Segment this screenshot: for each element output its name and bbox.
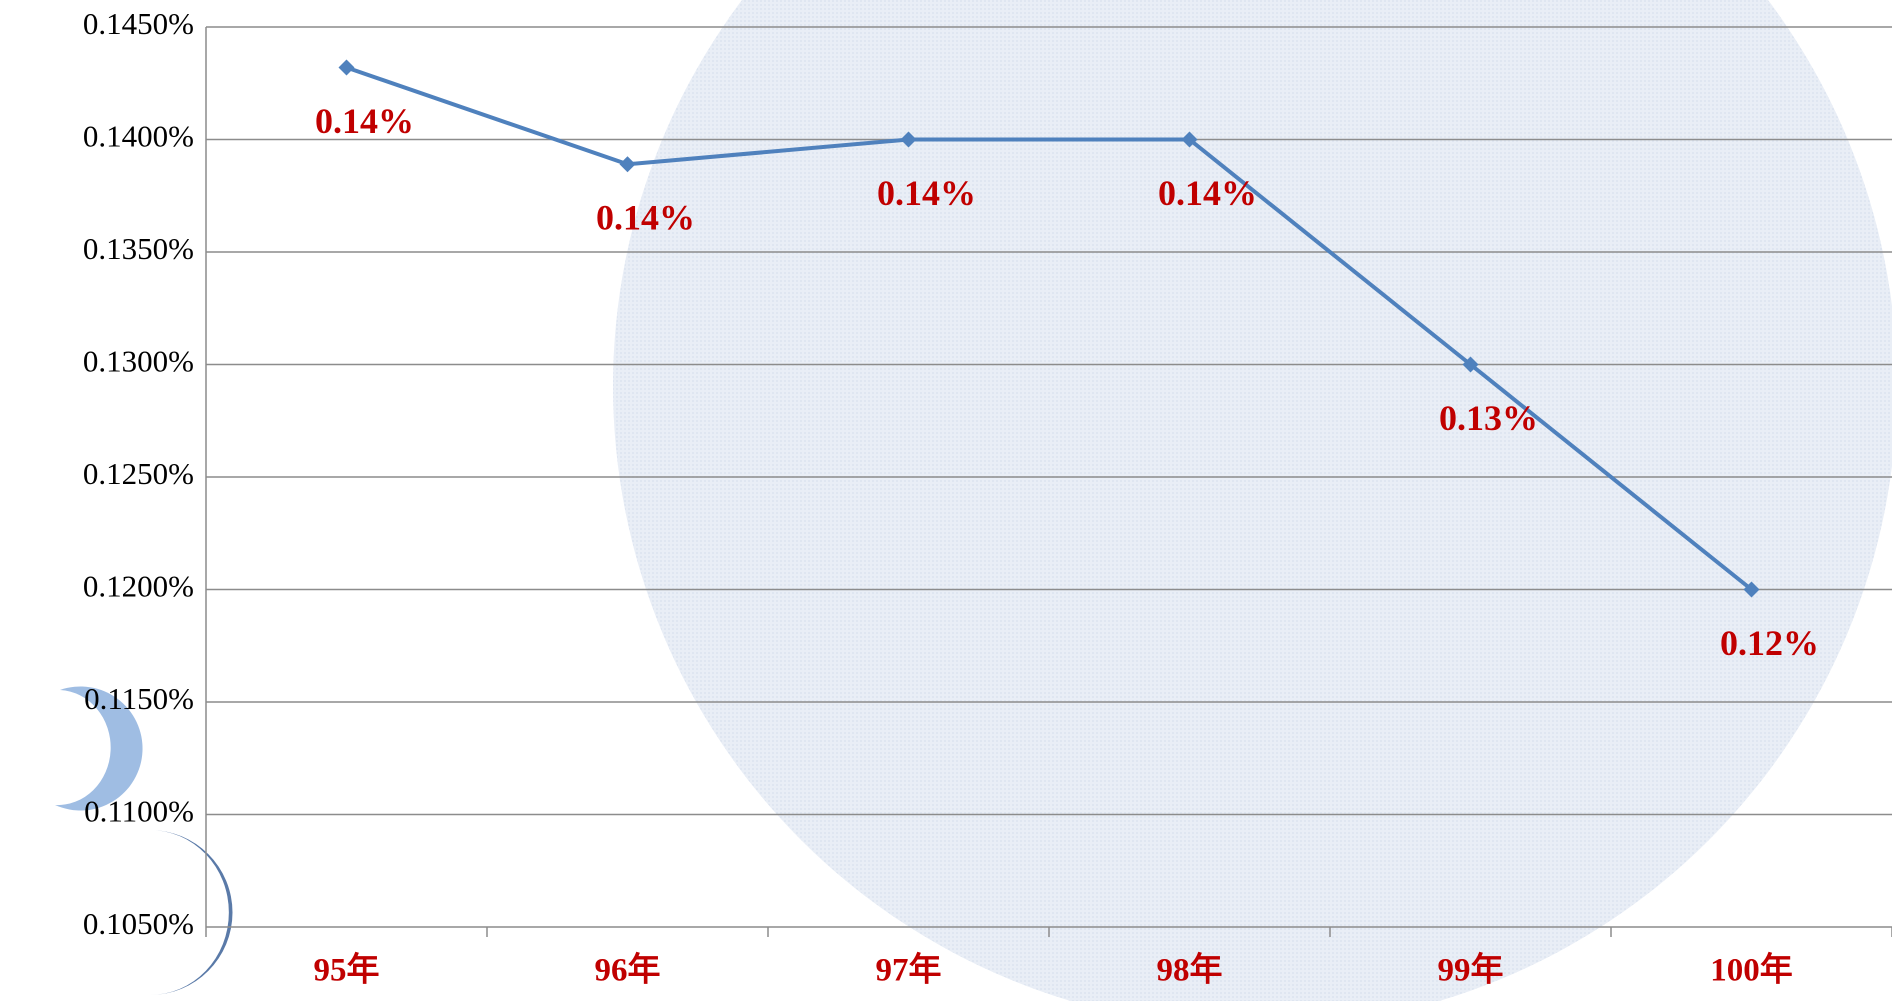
x-tick-label: 96年 <box>595 952 661 989</box>
y-tick-label: 0.1100% <box>84 794 194 829</box>
marker <box>338 59 355 76</box>
data-label: 0.13% <box>1439 398 1538 438</box>
x-tick-label: 99年 <box>1438 952 1504 989</box>
decor-ring <box>55 686 143 811</box>
marker <box>900 131 917 148</box>
y-tick-label: 0.1250% <box>83 456 194 491</box>
y-tick-label: 0.1450% <box>83 6 194 41</box>
marker <box>1743 581 1760 598</box>
y-tick-label: 0.1200% <box>83 569 194 604</box>
y-tick-label: 0.1300% <box>83 344 194 379</box>
x-tick-label: 97年 <box>876 952 942 989</box>
marker <box>1181 131 1198 148</box>
marker <box>1462 356 1479 373</box>
background-circle <box>613 0 1892 1001</box>
y-tick-label: 0.1150% <box>84 681 194 716</box>
x-tick-label: 100年 <box>1710 952 1793 989</box>
data-label: 0.14% <box>315 101 414 141</box>
data-label: 0.14% <box>596 198 695 238</box>
data-label: 0.14% <box>1158 173 1257 213</box>
y-tick-label: 0.1050% <box>83 906 194 941</box>
marker <box>619 156 636 173</box>
x-tick-label: 98年 <box>1157 952 1223 989</box>
series-line <box>345 65 1753 592</box>
data-label: 0.14% <box>877 173 976 213</box>
data-label: 0.12% <box>1720 623 1819 663</box>
x-tick-label: 95年 <box>314 952 380 989</box>
y-tick-label: 0.1350% <box>83 231 194 266</box>
y-tick-label: 0.1400% <box>83 119 194 154</box>
